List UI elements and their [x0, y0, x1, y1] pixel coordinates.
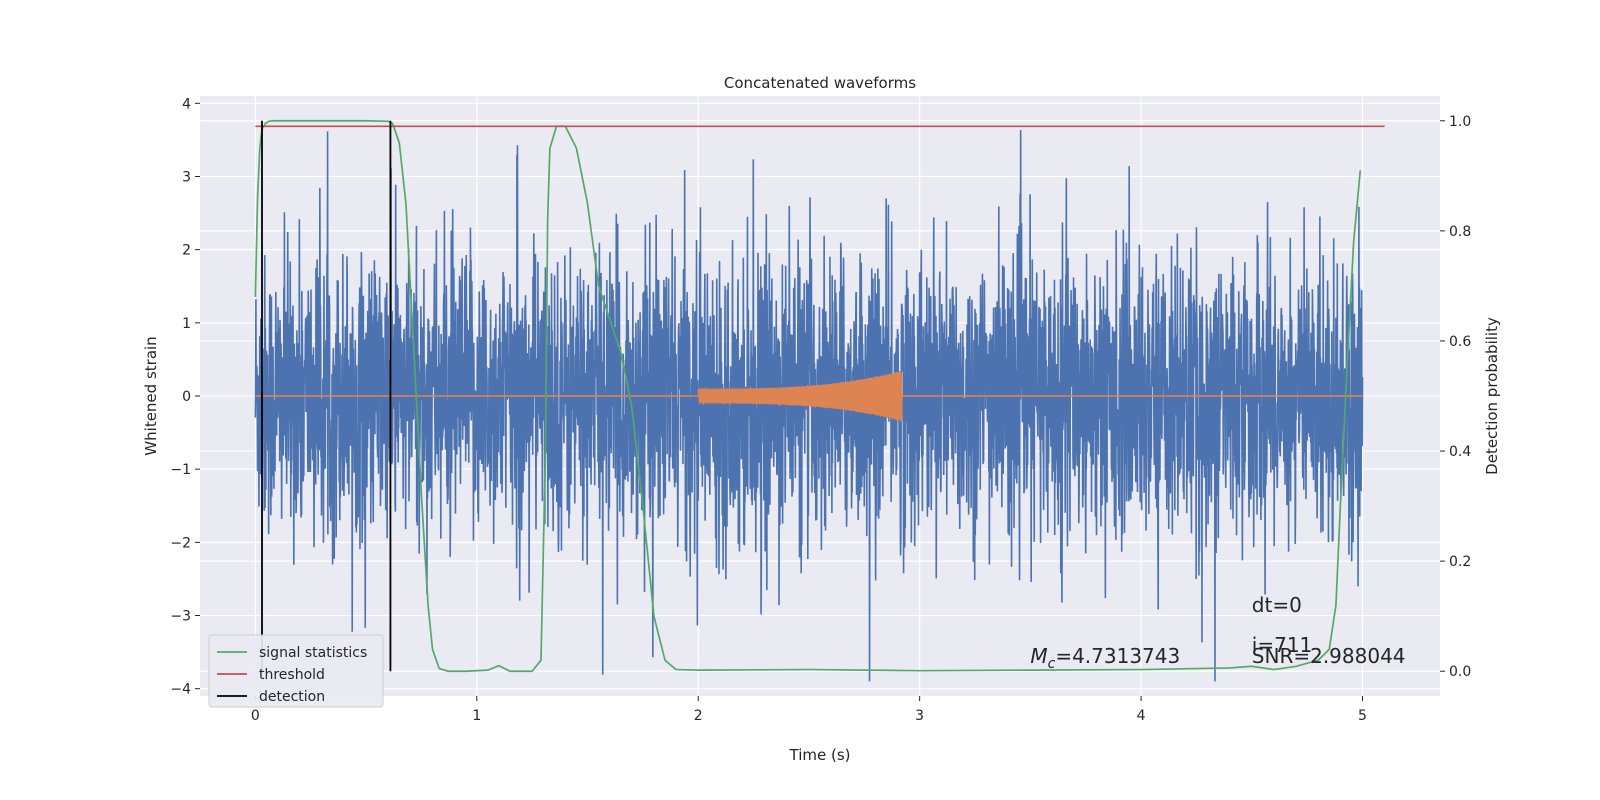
legend-label: threshold: [259, 667, 325, 683]
x-tick-label: 1: [472, 708, 481, 724]
y2-tick-label: 0.0: [1449, 664, 1471, 680]
noise-series-line: [254, 130, 1364, 682]
y-tick-label: −3: [170, 609, 191, 625]
annotation-text: SNR=2.988044: [1252, 644, 1406, 668]
y2-tick-label: 0.2: [1449, 554, 1471, 570]
y-tick-label: 0: [182, 389, 191, 405]
y2-tick-label: 0.8: [1449, 224, 1471, 240]
y-tick-label: −2: [170, 535, 191, 551]
y2-tick-label: 1.0: [1449, 114, 1471, 130]
legend: signal statistics threshold detection: [208, 634, 384, 708]
y-tick-label: 2: [182, 243, 191, 259]
annotation-text: dt=0: [1252, 593, 1302, 617]
legend-label: signal statistics: [259, 645, 367, 661]
injection-series-line: [255, 370, 1363, 422]
y2-axis-label: Detection probability: [1483, 317, 1501, 475]
x-tick-label: 5: [1358, 708, 1367, 724]
x-tick-label: 0: [251, 708, 260, 724]
plot-series: [254, 119, 1385, 682]
y-tick-label: 4: [182, 96, 191, 112]
y-tick-label: 3: [182, 169, 191, 185]
x-tick-label: 3: [915, 708, 924, 724]
annotation-text: i=711: [1252, 633, 1313, 657]
x-axis-label: Time (s): [789, 746, 851, 764]
signal-statistics-line: [254, 119, 1362, 673]
y-tick-label: −4: [170, 682, 191, 698]
y2-tick-label: 0.4: [1449, 444, 1471, 460]
x-tick-label: 2: [694, 708, 703, 724]
legend-box: [208, 634, 384, 708]
y-tick-label: 1: [182, 316, 191, 332]
axis-ticks: 0 1 2 3 4 5 −4 −3 −2 −1 0 1 2 3 4 0.0 0.2 0.4 0.6 0.8 1.0: [170, 96, 1471, 724]
x-tick-label: 4: [1137, 708, 1146, 724]
chart-title: Concatenated waveforms: [724, 74, 916, 92]
legend-label: detection: [259, 689, 325, 705]
y-axis-label: Whitened strain: [142, 336, 160, 455]
y-tick-label: −1: [170, 462, 191, 478]
annotation-text: Mc=4.7313743: [1030, 644, 1180, 672]
y2-tick-label: 0.6: [1449, 334, 1471, 350]
